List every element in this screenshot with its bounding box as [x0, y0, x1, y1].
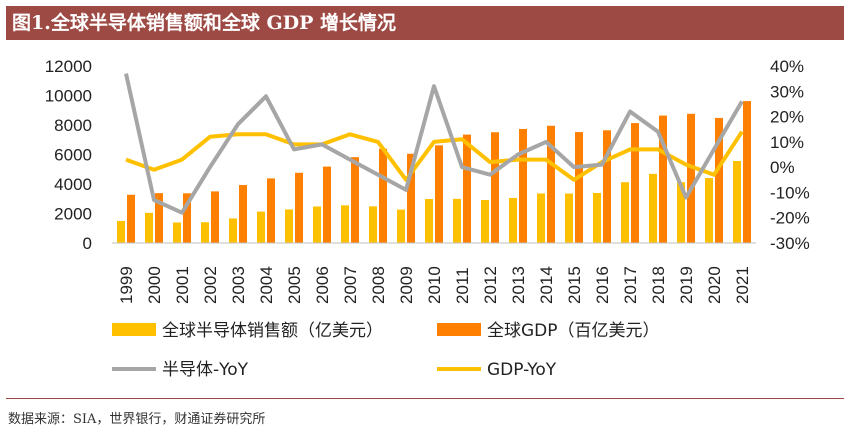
x-axis-tick: 2017 [621, 266, 640, 304]
x-axis-tick: 2019 [677, 266, 696, 304]
bar-semiconductor-sales [593, 193, 601, 243]
line-semiconductor-yoy [124, 73, 744, 215]
x-axis-tick: 2002 [201, 266, 220, 304]
bar-semiconductor-sales [257, 211, 265, 243]
legend-swatch-semiconductor-sales [112, 323, 156, 336]
bar-semiconductor-sales [341, 205, 349, 243]
bar-semiconductor-sales [425, 199, 433, 243]
right-axis-tick: 20% [770, 108, 804, 127]
footer-divider [6, 398, 844, 399]
bar-semiconductor-sales [313, 206, 321, 243]
bar-semiconductor-sales [369, 206, 377, 243]
bar-global-gdp [715, 117, 723, 243]
x-axis-tick: 2006 [313, 266, 332, 304]
bar-semiconductor-sales [537, 193, 545, 243]
legend: 全球半导体销售额（亿美元） 全球GDP（百亿美元） 半导体-YoY GDP-YoY [112, 321, 660, 380]
x-axis-tick: 2005 [285, 266, 304, 304]
left-axis-tick: 2000 [54, 205, 92, 224]
legend-label-semiconductor-sales: 全球半导体销售额（亿美元） [162, 321, 383, 341]
x-axis-tick: 2004 [257, 266, 276, 304]
legend-label-semiconductor-yoy: 半导体-YoY [162, 360, 249, 380]
x-axis-tick: 2010 [425, 266, 444, 304]
bar-semiconductor-sales [145, 212, 153, 243]
right-axis-tick: -20% [770, 209, 810, 228]
bar-global-gdp [659, 115, 667, 243]
right-axis-tick: 40% [770, 57, 804, 76]
left-axis-tick: 4000 [54, 175, 92, 194]
bar-global-gdp [351, 157, 359, 243]
x-axis-tick: 2000 [145, 266, 164, 304]
bar-global-gdp [519, 128, 527, 243]
bar-global-gdp [743, 101, 751, 243]
bar-global-gdp [323, 166, 331, 243]
bar-semiconductor-sales [509, 197, 517, 243]
right-axis-tick: -10% [770, 183, 810, 202]
bar-semiconductor-sales [117, 220, 125, 243]
x-axis-tick: 2013 [509, 266, 528, 304]
bar-global-gdp [295, 172, 303, 243]
bar-global-gdp [407, 153, 415, 243]
bar-global-gdp [183, 193, 191, 243]
bar-global-gdp [463, 134, 471, 243]
bar-semiconductor-sales [677, 182, 685, 243]
x-axis-tick: 2012 [481, 266, 500, 304]
right-axis-tick: -30% [770, 234, 810, 253]
bar-global-gdp [379, 148, 387, 243]
left-axis-tick: 10000 [45, 87, 92, 106]
left-axis-tick: 12000 [45, 57, 92, 76]
bar-semiconductor-sales [201, 222, 209, 243]
bar-semiconductor-sales [453, 198, 461, 243]
bar-semiconductor-sales [481, 199, 489, 243]
chart-title: 图1.全球半导体销售额和全球 GDP 增长情况 [12, 12, 397, 34]
bar-global-gdp [435, 145, 443, 243]
x-axis-tick: 2009 [397, 266, 416, 304]
x-axis-tick: 2015 [565, 266, 584, 304]
bar-semiconductor-sales [733, 161, 741, 243]
bar-semiconductor-sales [649, 173, 657, 243]
source-note: 数据来源：SIA，世界银行，财通证券研究所 [8, 412, 266, 427]
left-axis-tick: 6000 [54, 146, 92, 165]
bar-semiconductor-sales [565, 193, 573, 243]
x-axis-tick: 1999 [117, 266, 136, 304]
bar-semiconductor-sales [705, 178, 713, 243]
chart-canvas: 0 2000 4000 6000 8000 10000 12000 -30% -20% -10% 0… [45, 57, 810, 380]
left-axis-tick: 0 [83, 234, 92, 253]
legend-label-gdp-yoy: GDP-YoY [487, 360, 557, 380]
bar-global-gdp [267, 178, 275, 243]
x-axis-tick: 2020 [705, 266, 724, 304]
legend-swatch-global-gdp [437, 323, 481, 336]
bar-global-gdp [687, 113, 695, 243]
bar-semiconductor-sales [621, 182, 629, 243]
x-axis-tick: 2003 [229, 266, 248, 304]
bar-global-gdp [239, 185, 247, 243]
right-axis-tick: 10% [770, 133, 804, 152]
x-axis-tick: 2008 [369, 266, 388, 304]
bar-global-gdp [631, 123, 639, 243]
bar-global-gdp [127, 194, 135, 243]
bar-global-gdp [603, 130, 611, 243]
x-axis-tick: 2021 [733, 266, 752, 304]
left-axis-tick: 8000 [54, 116, 92, 135]
bar-semiconductor-sales [229, 218, 237, 243]
bar-semiconductor-sales [397, 209, 405, 243]
bar-global-gdp [155, 193, 163, 243]
x-axis-tick: 2018 [649, 266, 668, 304]
bar-global-gdp [491, 132, 499, 243]
x-axis-tick: 2014 [537, 266, 556, 304]
title-bar: 图1.全球半导体销售额和全球 GDP 增长情况 [6, 6, 844, 40]
x-axis-tick: 2001 [173, 266, 192, 304]
legend-label-global-gdp: 全球GDP（百亿美元） [487, 321, 660, 341]
bar-semiconductor-sales [285, 209, 293, 243]
bar-global-gdp [211, 191, 219, 243]
x-axis-tick: 2016 [593, 266, 612, 304]
bar-semiconductor-sales [173, 222, 181, 243]
x-axis-tick: 2011 [453, 267, 472, 304]
bar-global-gdp [547, 125, 555, 243]
right-axis-tick: 0% [770, 158, 795, 177]
bar-global-gdp [575, 132, 583, 243]
right-axis-tick: 30% [770, 82, 804, 101]
x-axis-tick: 2007 [341, 266, 360, 304]
